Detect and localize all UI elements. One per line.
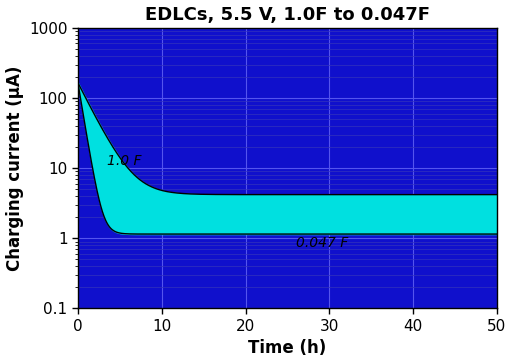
Y-axis label: Charging current (μA): Charging current (μA) (6, 65, 24, 271)
Text: 1.0 F: 1.0 F (108, 154, 142, 168)
Text: 0.047 F: 0.047 F (296, 236, 348, 250)
Title: EDLCs, 5.5 V, 1.0F to 0.047F: EDLCs, 5.5 V, 1.0F to 0.047F (145, 5, 430, 24)
X-axis label: Time (h): Time (h) (248, 339, 327, 358)
